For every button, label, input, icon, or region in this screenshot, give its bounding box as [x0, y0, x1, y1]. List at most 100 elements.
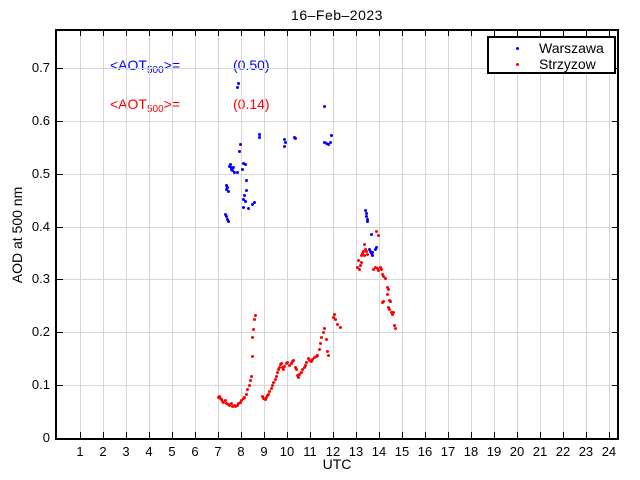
strzyzow-data-point: [314, 355, 318, 359]
strzyzow-data-point: [299, 371, 303, 375]
strzyzow-data-point: [381, 299, 385, 303]
warszawa-data-point: [257, 132, 261, 136]
strzyzow-data-point: [228, 403, 232, 407]
strzyzow-data-point: [360, 261, 364, 264]
strzyzow-data-point: [271, 384, 275, 388]
strzyzow-data-point: [289, 361, 293, 365]
y-tick-0.1: 0.1: [31, 377, 50, 393]
strzyzow-data-point: [279, 361, 283, 365]
strzyzow-data-point: [387, 305, 391, 309]
x-tick-15: 15: [394, 444, 410, 459]
legend-item-strzyzow: Strzyzow: [489, 56, 614, 72]
strzyzow-data-point: [229, 402, 233, 406]
y-tick-0.7: 0.7: [31, 60, 50, 75]
strzyzow-data-point: [319, 342, 323, 346]
strzyzow-data-point: [327, 353, 331, 357]
x-tick-16: 16: [417, 444, 433, 459]
strzyzow-data-point: [376, 234, 380, 238]
strzyzow-data-point: [237, 402, 241, 406]
warszawa-data-point: [283, 145, 287, 149]
strzyzow-data-point: [363, 243, 367, 247]
x-tick-2: 2: [99, 444, 107, 459]
strzyzow-data-point: [388, 307, 392, 311]
warszawa-data-point: [242, 198, 246, 202]
strzyzow-data-point: [310, 360, 314, 364]
strzyzow-data-point: [306, 357, 310, 361]
warszawa-data-point: [240, 167, 244, 171]
strzyzow-data-point: [392, 324, 396, 328]
y-tick-0.6: 0.6: [31, 112, 50, 128]
strzyzow-data-point: [296, 373, 300, 377]
x-tick-23: 23: [578, 444, 594, 459]
strzyzow-data-point: [282, 367, 286, 371]
strzyzow-data-point: [294, 368, 298, 372]
strzyzow-data-point: [283, 364, 287, 368]
strzyzow-data-point: [382, 274, 386, 278]
strzyzow-data-point: [226, 403, 230, 407]
strzyzow-data-point: [386, 286, 390, 290]
warszawa-data-point: [243, 193, 247, 197]
strzyzow-data-point: [358, 263, 362, 267]
warszawa-data-point: [236, 85, 240, 89]
warszawa-data-point: [368, 248, 372, 252]
legend-label-strzyzow: Strzyzow: [539, 56, 596, 72]
y-tick-0.5: 0.5: [31, 165, 50, 181]
strzyzow-data-point: [298, 372, 302, 376]
aot-value-strzyzow: (0.14): [233, 96, 270, 112]
strzyzow-data-point: [311, 357, 315, 361]
warszawa-data-point: [238, 150, 242, 153]
strzyzow-data-point: [250, 354, 254, 358]
strzyzow-data-point: [231, 404, 235, 408]
x-tick-8: 8: [237, 444, 245, 459]
warszawa-data-point: [328, 141, 332, 145]
warszawa-data-point: [326, 142, 330, 146]
strzyzow-data-point: [316, 354, 320, 358]
strzyzow-data-point: [292, 358, 296, 362]
y-tick-0: 0: [42, 430, 50, 445]
aot-label-warszawa: <AOT500>=: [110, 57, 180, 76]
strzyzow-data-point: [222, 400, 226, 404]
legend-item-warszawa: Warszawa: [489, 40, 614, 56]
warszawa-data-point: [322, 140, 326, 144]
strzyzow-data-point: [359, 253, 363, 257]
strzyzow-data-point: [361, 250, 365, 254]
warszawa-data-point: [243, 199, 247, 203]
legend: Warszawa Strzyzow: [487, 36, 616, 74]
strzyzow-data-point: [245, 392, 248, 396]
strzyzow-data-point: [249, 375, 253, 379]
strzyzow-data-point: [301, 367, 305, 371]
x-tick-11: 11: [303, 444, 317, 459]
warszawa-data-point: [228, 165, 232, 169]
strzyzow-data-point: [270, 386, 274, 390]
x-tick-13: 13: [348, 444, 364, 459]
x-tick-4: 4: [145, 444, 153, 459]
warszawa-data-point: [365, 214, 369, 218]
warszawa-data-point: [229, 163, 233, 167]
warszawa-data-point: [241, 205, 245, 209]
strzyzow-data-point: [377, 268, 380, 272]
strzyzow-data-point: [246, 388, 250, 392]
strzyzow-data-point: [332, 315, 336, 319]
strzyzow-data-point: [274, 374, 278, 378]
y-tick-0.2: 0.2: [31, 324, 50, 340]
warszawa-data-point: [252, 201, 256, 205]
strzyzow-data-point: [361, 252, 365, 256]
strzyzow-data-point: [234, 405, 238, 409]
warszawa-data-point: [232, 170, 236, 174]
strzyzow-data-point: [267, 392, 271, 396]
warszawa-data-point: [225, 188, 229, 192]
strzyzow-data-point: [317, 347, 321, 351]
y-tick-0.4: 0.4: [31, 218, 50, 234]
x-tick-20: 20: [509, 444, 525, 459]
strzyzow-data-point: [272, 381, 276, 384]
strzyzow-data-point: [320, 336, 324, 340]
strzyzow-data-point: [357, 267, 361, 271]
strzyzow-data-point: [364, 247, 368, 251]
warszawa-data-point: [325, 142, 329, 146]
warszawa-data-point: [365, 220, 369, 224]
strzyzow-data-point: [286, 360, 290, 364]
strzyzow-data-point: [308, 358, 312, 362]
strzyzow-data-point: [251, 336, 255, 340]
warszawa-data-point: [235, 170, 239, 174]
warszawa-data-point: [370, 253, 374, 257]
